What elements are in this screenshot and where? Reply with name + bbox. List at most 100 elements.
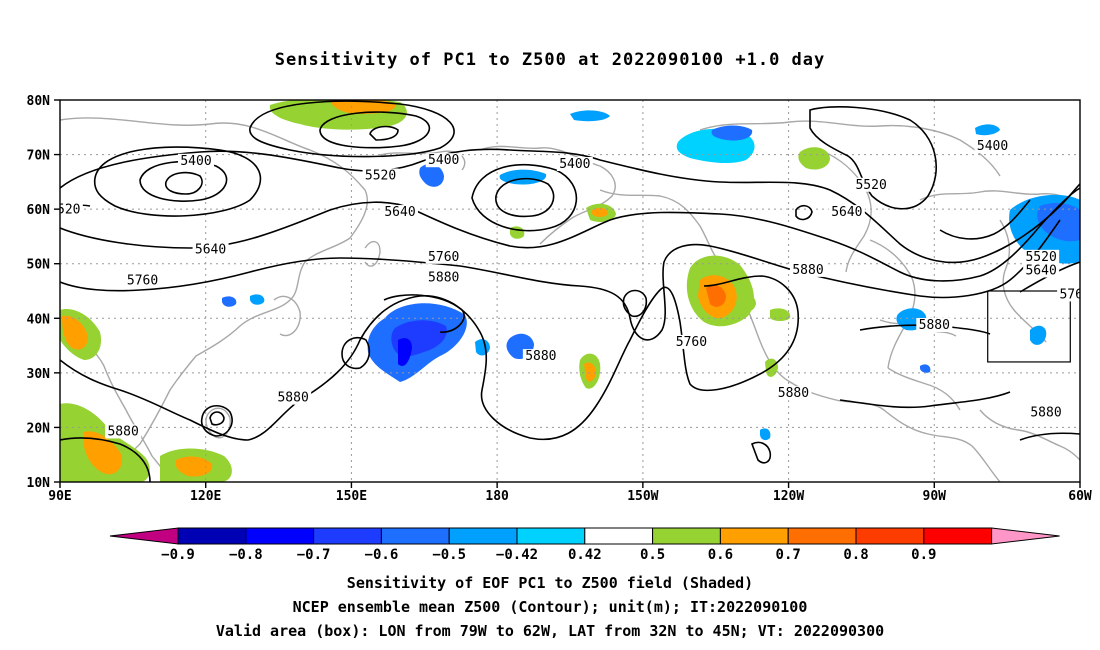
shading-blob-arctic-blue-core	[711, 125, 753, 141]
lat-tick-label: 10N	[27, 476, 51, 491]
contour-5880-south	[839, 391, 1011, 409]
shading-blob-south-asia-orange	[60, 403, 232, 482]
shading-blob-atlantic-blue-2	[1030, 325, 1047, 345]
colorbar-label: −0.7	[297, 547, 331, 563]
contour-label: 5880	[919, 318, 950, 333]
contour-label-bg	[124, 273, 161, 288]
contour-5160-low-siberia	[164, 171, 203, 195]
plot-frame	[59, 99, 1081, 483]
shading-blob-bering-orange	[592, 207, 608, 217]
contour-label-bg	[275, 390, 312, 405]
colorbar-segment	[923, 527, 993, 545]
shading-blob-arctic-blue-2	[570, 110, 610, 122]
contour-label: 5640	[384, 205, 415, 220]
colorbar-segment	[855, 527, 925, 545]
contour-label: 5640	[1025, 263, 1056, 278]
contour-label: 5640	[195, 243, 226, 258]
lon-tick-label: 120E	[190, 489, 221, 504]
lat-tick-label: 20N	[27, 421, 51, 436]
colorbar-segment	[245, 527, 315, 545]
colorbar-segment	[787, 527, 857, 545]
shading-blob-green-small	[740, 295, 756, 312]
contour-5880-se	[1019, 432, 1080, 441]
contour-label: 5520	[1025, 250, 1056, 265]
contour-label: 5760	[127, 273, 158, 288]
lat-tick-label: 80N	[27, 94, 51, 109]
contour-label: 5880	[792, 263, 823, 278]
longitude-axis: 90E 120E 150E 180 150W 120W 90W 60W	[48, 482, 1092, 504]
lon-tick-label: 180	[485, 489, 509, 504]
colorbar-label: 0.42	[568, 547, 602, 563]
colorbar-label: −0.6	[365, 547, 399, 563]
contour-5880-main	[60, 275, 800, 441]
colorbar-label: −0.5	[432, 547, 466, 563]
contour-label-bg	[178, 153, 214, 168]
contour-label-bg	[1023, 249, 1060, 264]
contour-5760-main	[60, 219, 1061, 341]
contour-5400-arctic	[249, 100, 455, 158]
colorbar-segment	[177, 527, 247, 545]
z500-contours	[60, 100, 1080, 482]
contour-5640-main	[60, 187, 1080, 282]
shading-blob-india-orange	[60, 308, 102, 360]
lat-tick-label: 30N	[27, 367, 51, 382]
colorbar-arrow-high	[991, 527, 1060, 545]
contour-label: 5520	[855, 178, 886, 193]
contour-5880-south-sea	[60, 437, 151, 482]
contour-5160-arctic	[369, 125, 399, 141]
colorbar-label: 0.9	[911, 547, 936, 563]
lon-tick-label: 90W	[923, 489, 947, 504]
lat-tick-label: 70N	[27, 149, 51, 164]
lon-tick-label: 60W	[1068, 489, 1092, 504]
colorbar-label: −0.9	[161, 547, 195, 563]
contour-5760-gulf	[750, 441, 772, 464]
contour-5640-greenland	[939, 199, 1031, 240]
contour-5400-small	[795, 204, 813, 221]
contour-5280-arctic	[319, 111, 430, 149]
shading-blob-mid-pacific-orange	[584, 362, 596, 382]
colorbar-label: 0.5	[640, 547, 665, 563]
contour-label-bg	[425, 249, 462, 264]
colorbar-arrow-low	[109, 527, 179, 545]
colorbar-label: 0.6	[708, 547, 733, 563]
contour-5400-low-siberia	[93, 146, 262, 217]
contour-label-bg	[673, 334, 710, 349]
lat-tick-label: 50N	[27, 258, 51, 273]
contour-5520-main	[60, 148, 1080, 264]
contour-label: 5880	[778, 386, 809, 401]
contour-label-bg	[853, 177, 890, 192]
shading-blob-west-pacific-blue	[367, 303, 467, 382]
contour-label: 5400	[180, 154, 211, 169]
lon-tick-label: 90E	[48, 489, 71, 504]
contour-label: 5400	[428, 153, 459, 168]
lat-tick-label: 60N	[27, 203, 51, 218]
contour-5280-bering	[495, 177, 555, 218]
lon-tick-label: 150W	[627, 489, 658, 504]
colorbar-label: −0.42	[496, 547, 538, 563]
colorbar-segment	[380, 527, 450, 545]
contour-label-bg	[382, 205, 418, 220]
shading-blob-china-blue	[222, 296, 237, 307]
contour-label-bg	[522, 349, 559, 364]
contour-label: 5400	[559, 157, 590, 172]
contour-label-bg	[556, 157, 593, 172]
contour-label: 5880	[277, 391, 308, 406]
contour-label-bg	[425, 153, 462, 168]
latitude-axis: 80N 70N 60N 50N 40N 30N 20N 10N	[27, 94, 60, 491]
page-title: Sensitivity of PC1 to Z500 at 2022090100…	[274, 50, 826, 70]
contour-label-bg	[1057, 287, 1080, 302]
contour-label-bg	[1085, 232, 1100, 246]
footer-line-1: Sensitivity of EOF PC1 to Z500 field (Sh…	[346, 574, 754, 592]
lat-tick-label: 40N	[27, 312, 51, 327]
contour-label-bg	[425, 270, 462, 285]
contour-label: 5760	[428, 250, 459, 265]
colorbar-label: −0.8	[229, 547, 263, 563]
contour-label-bg	[192, 242, 229, 257]
colorbar-segment	[719, 527, 789, 545]
valid-area-box	[987, 290, 1071, 363]
contour-label-bg	[828, 205, 865, 220]
contour-label-bg	[1023, 263, 1060, 278]
lon-tick-label: 120W	[773, 489, 804, 504]
lon-tick-label: 150E	[336, 489, 367, 504]
